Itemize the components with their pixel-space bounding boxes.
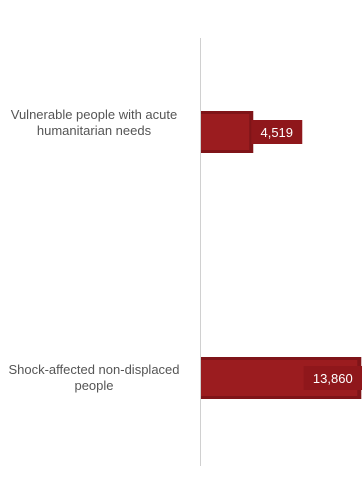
category-label-vulnerable-people: Vulnerable people with acute humanitaria… xyxy=(0,107,188,139)
bar-fill-0 xyxy=(201,114,249,150)
category-label-shock-affected: Shock-affected non-displaced people xyxy=(0,362,188,394)
bars-group: 4,519 13,860 xyxy=(201,111,362,399)
value-label-1: 13,860 xyxy=(313,371,353,386)
value-label-0: 4,519 xyxy=(260,125,293,140)
